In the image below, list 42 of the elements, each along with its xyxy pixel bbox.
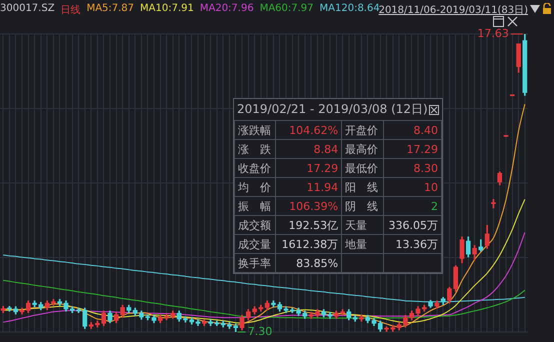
annotation: 收盘价	[234, 158, 276, 178]
annotation: 106.39%	[276, 196, 342, 216]
annotation: 阳 线	[342, 178, 383, 196]
annotation: 13.36万	[383, 234, 442, 254]
candlestick	[491, 198, 496, 208]
annotation: 17.29	[383, 140, 442, 158]
annotation: 涨跌幅	[234, 120, 276, 140]
annotation: 8.84	[276, 140, 342, 158]
annotation: 83.85%	[276, 254, 342, 272]
text: 2018/11/06-2019/03/11(83日)	[378, 5, 528, 17]
annotation: 开盘价	[342, 120, 383, 140]
annotation: 10	[383, 178, 442, 196]
text: 日线	[60, 4, 81, 17]
text: MA120:8.64	[320, 3, 380, 14]
annotation: 8.30	[383, 158, 442, 178]
text: MA20:7.96	[200, 3, 254, 16]
annotation: 最低价	[342, 158, 383, 178]
annotation: 成交量	[234, 234, 276, 254]
text: 300017.SZ	[0, 3, 55, 16]
annotation: 17.63	[477, 26, 509, 40]
annotation: 振 幅	[234, 196, 276, 216]
annotation: 336.05万	[383, 216, 442, 234]
annotation: 地量	[342, 234, 383, 254]
text: MA10:7.91	[140, 3, 194, 16]
annotation: 7.30	[248, 324, 272, 338]
annotation: 天量	[342, 216, 383, 234]
annotation: 17.29	[276, 158, 342, 178]
annotation: 最高价	[342, 140, 383, 158]
annotation: 192.53亿	[276, 216, 342, 234]
annotation: 11.94	[276, 178, 342, 196]
text: MA60:7.97	[260, 3, 314, 16]
annotation: 换手率	[234, 254, 276, 272]
annotation: 8.40	[383, 120, 442, 140]
text: MA5:7.87	[86, 3, 134, 16]
annotation: 1612.38万	[276, 234, 342, 254]
text: 2019/02/21 - 2019/03/08 (12日)	[237, 101, 428, 118]
annotation: 104.62%	[276, 120, 342, 140]
annotation: 涨 跌	[234, 140, 276, 158]
annotation: 成交额	[234, 216, 276, 234]
annotation: 阴 线	[342, 196, 383, 216]
annotation: 均 价	[234, 178, 276, 196]
annotation: 2	[383, 196, 442, 216]
